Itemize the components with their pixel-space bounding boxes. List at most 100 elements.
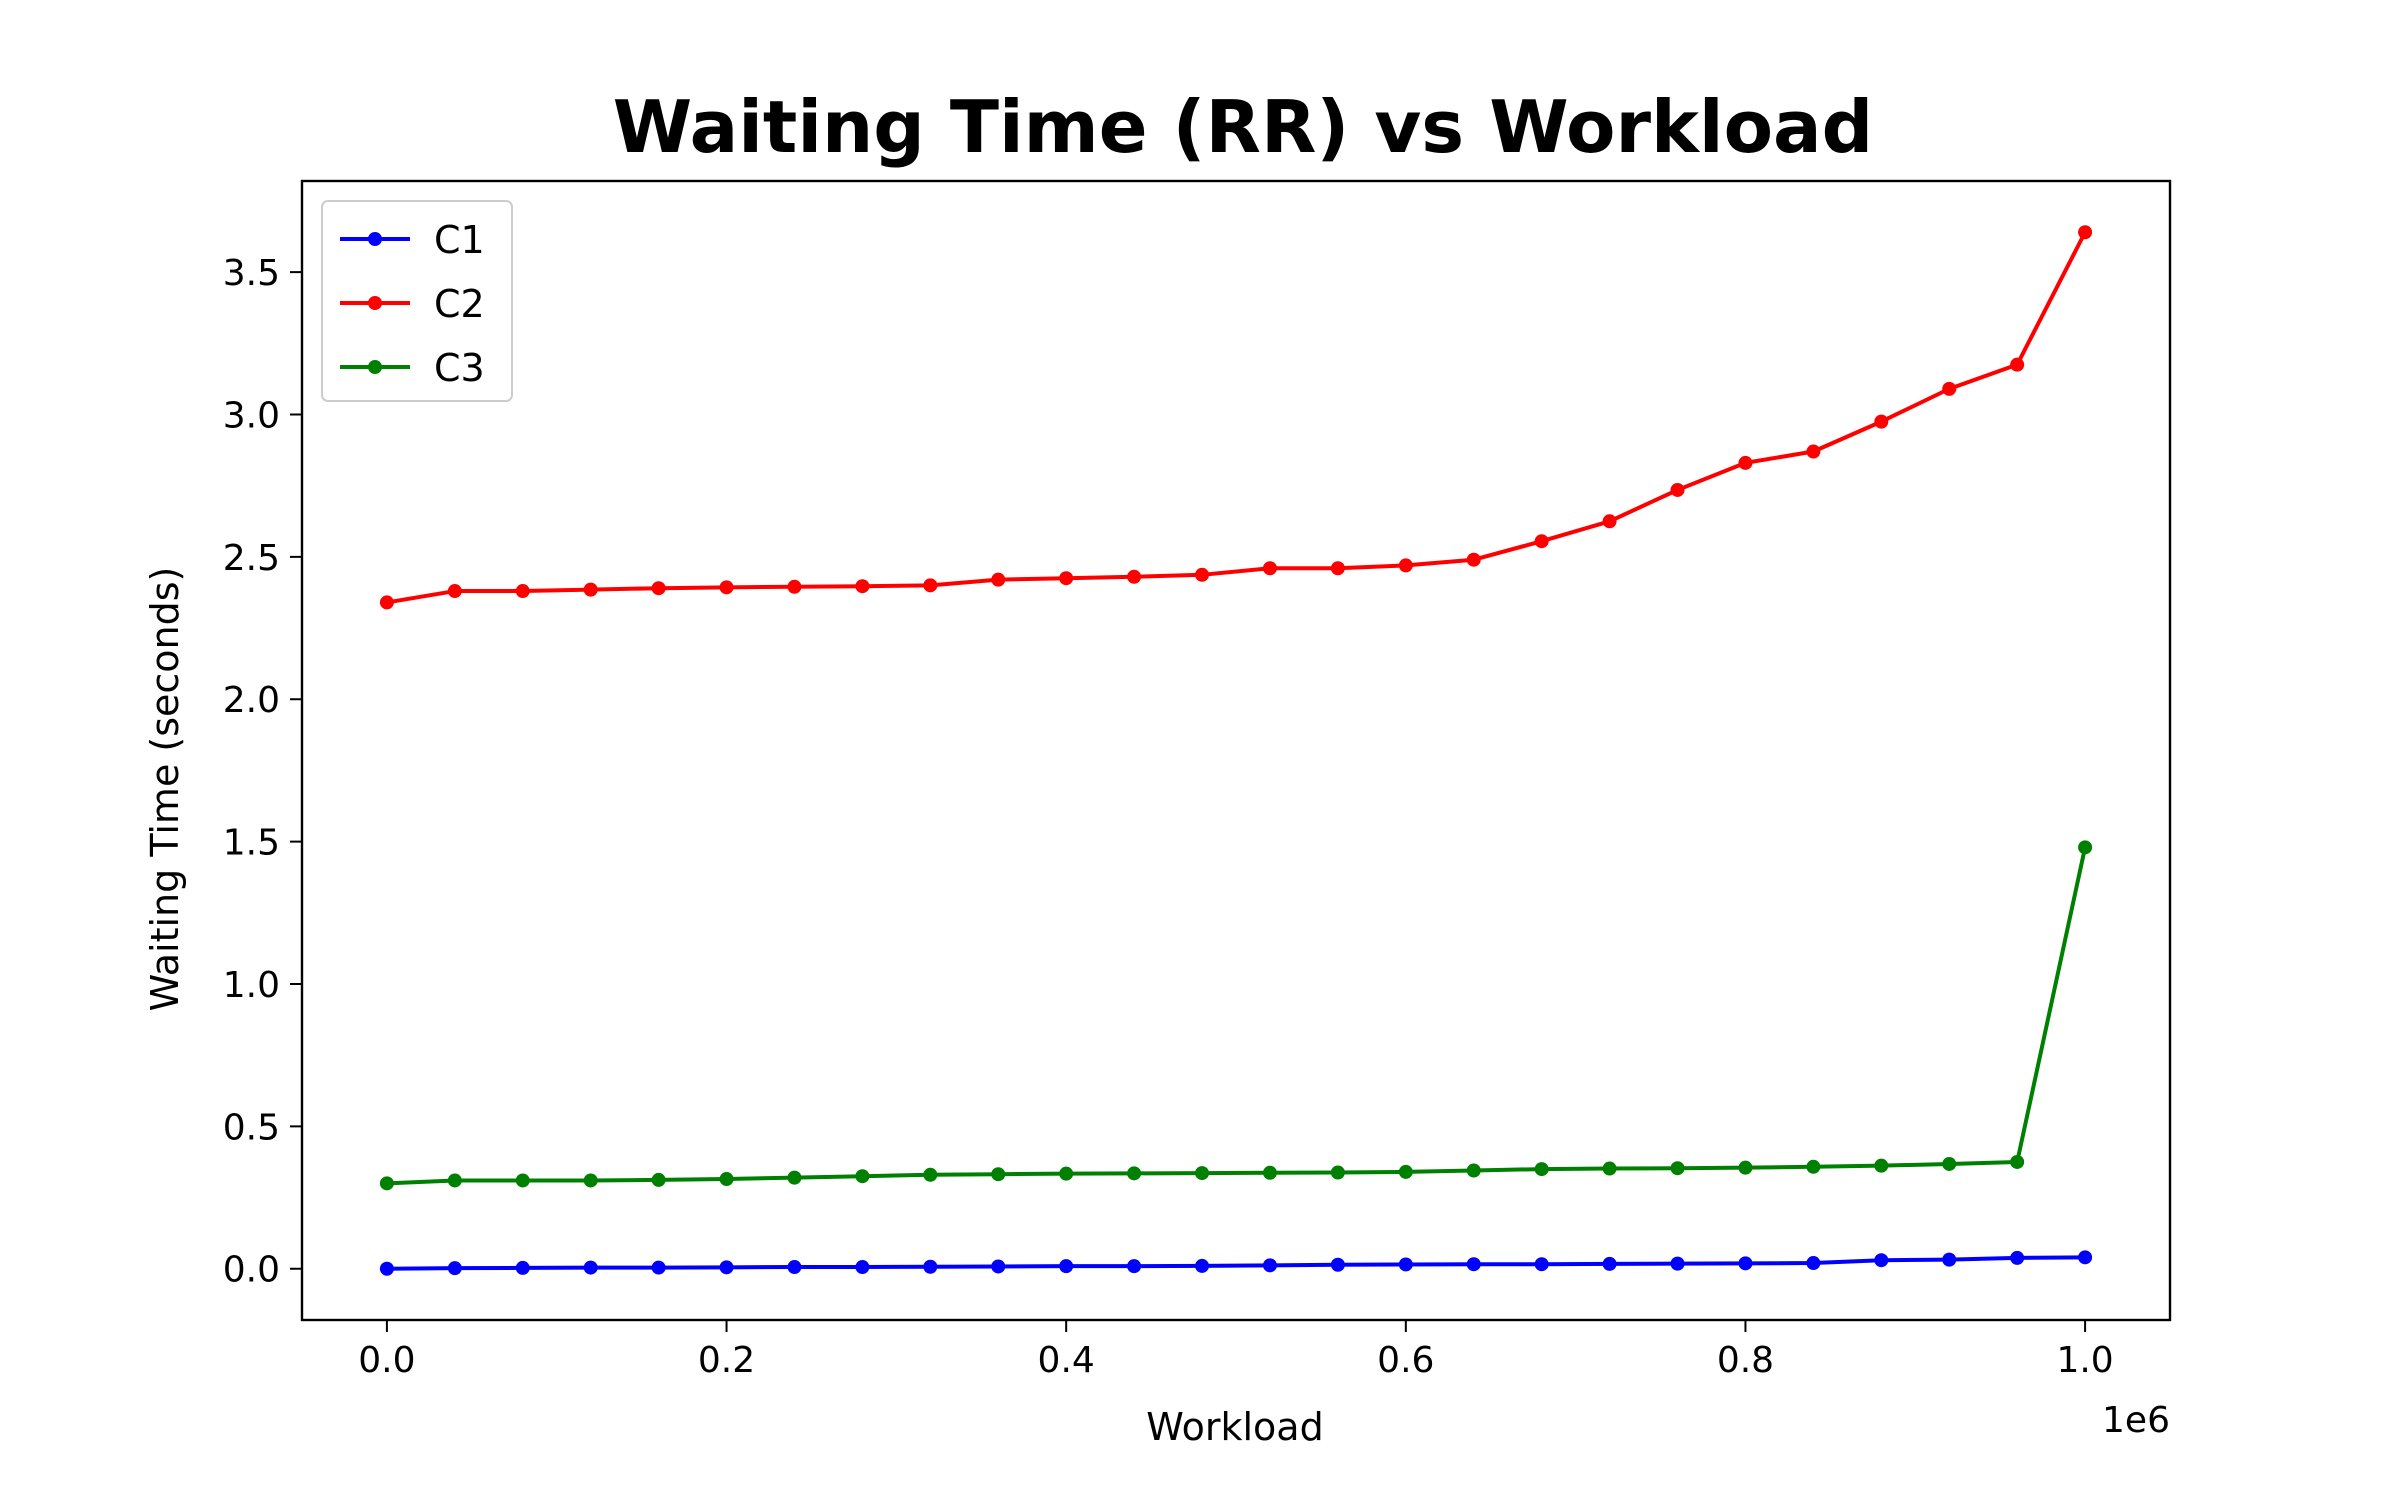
data-point-c2 bbox=[1059, 571, 1074, 586]
data-point-c1 bbox=[379, 1261, 394, 1276]
series-c1 bbox=[379, 1250, 2093, 1276]
data-point-c3 bbox=[719, 1172, 734, 1187]
data-point-c2 bbox=[1195, 567, 1210, 582]
data-point-c2 bbox=[1127, 569, 1142, 584]
data-point-c3 bbox=[991, 1167, 1006, 1182]
data-point-c2 bbox=[991, 572, 1006, 587]
data-point-c1 bbox=[1670, 1256, 1685, 1271]
data-point-c3 bbox=[1670, 1161, 1685, 1176]
x-tick-label: 0.4 bbox=[1038, 1340, 1095, 1381]
x-axis-label: Workload bbox=[1146, 1405, 1323, 1449]
legend-marker-c2 bbox=[368, 296, 382, 310]
data-point-c2 bbox=[1398, 558, 1413, 573]
data-point-c2 bbox=[2010, 357, 2025, 372]
data-point-c2 bbox=[651, 581, 666, 596]
legend-label-c2: C2 bbox=[434, 282, 485, 326]
data-point-c1 bbox=[1195, 1258, 1210, 1273]
data-point-c1 bbox=[855, 1260, 870, 1275]
y-axis-label: Waiting Time (seconds) bbox=[143, 567, 187, 1012]
y-tick-label: 0.0 bbox=[223, 1250, 280, 1291]
legend: C1 C2 C3 bbox=[321, 200, 513, 402]
data-point-c1 bbox=[1466, 1257, 1481, 1272]
data-point-c2 bbox=[1874, 414, 1889, 429]
plot-area: 0.0 0.2 0.4 0.6 0.8 1.0 0.0 0.5 1.0 1.5 2.0 2.5 3.0 3… bbox=[223, 179, 2172, 1381]
x-tick-label: 0.2 bbox=[698, 1340, 755, 1381]
y-tick-label: 2.5 bbox=[223, 538, 280, 579]
data-point-c1 bbox=[515, 1260, 530, 1275]
x-tick-label: 1.0 bbox=[2056, 1340, 2113, 1381]
legend-marker-c1 bbox=[368, 232, 382, 246]
data-point-c1 bbox=[1738, 1256, 1753, 1271]
data-point-c1 bbox=[651, 1260, 666, 1275]
y-tick-label: 0.5 bbox=[223, 1107, 280, 1148]
data-point-c1 bbox=[1398, 1257, 1413, 1272]
data-point-c3 bbox=[1466, 1163, 1481, 1178]
data-point-c2 bbox=[1262, 561, 1277, 576]
x-axis-offset-label: 1e6 bbox=[2102, 1400, 2170, 1441]
data-point-c2 bbox=[1670, 482, 1685, 497]
data-point-c2 bbox=[1466, 552, 1481, 567]
data-point-c3 bbox=[787, 1170, 802, 1185]
data-point-c3 bbox=[651, 1172, 666, 1187]
data-point-c3 bbox=[1534, 1162, 1549, 1177]
data-point-c2 bbox=[923, 578, 938, 593]
data-point-c3 bbox=[2078, 840, 2093, 855]
data-point-c2 bbox=[2078, 225, 2093, 240]
data-point-c3 bbox=[923, 1167, 938, 1182]
data-point-c3 bbox=[2010, 1154, 2025, 1169]
data-point-c1 bbox=[1534, 1257, 1549, 1272]
data-point-c3 bbox=[1738, 1160, 1753, 1175]
data-point-c2 bbox=[1942, 381, 1957, 396]
series-line-c2 bbox=[386, 231, 2087, 605]
series-c2 bbox=[379, 225, 2093, 610]
series-line-c1 bbox=[386, 1255, 2086, 1271]
data-point-c1 bbox=[923, 1259, 938, 1274]
data-point-c3 bbox=[1262, 1165, 1277, 1180]
data-point-c2 bbox=[1330, 561, 1345, 576]
data-point-c1 bbox=[1942, 1252, 1957, 1267]
x-tick-label: 0.0 bbox=[358, 1340, 415, 1381]
data-point-c2 bbox=[1806, 444, 1821, 459]
legend-frame bbox=[321, 200, 513, 402]
data-point-c2 bbox=[1602, 514, 1617, 529]
y-tick-label: 3.5 bbox=[223, 253, 280, 294]
chart-title: Waiting Time (RR) vs Workload bbox=[613, 85, 1873, 169]
legend-marker-c3 bbox=[368, 360, 382, 374]
data-point-c2 bbox=[787, 579, 802, 594]
data-point-c1 bbox=[1806, 1256, 1821, 1271]
data-point-c2 bbox=[379, 595, 394, 610]
data-point-c2 bbox=[719, 580, 734, 595]
data-point-c3 bbox=[1398, 1164, 1413, 1179]
y-tick-label: 1.0 bbox=[223, 965, 280, 1006]
data-point-c3 bbox=[379, 1176, 394, 1191]
data-point-c3 bbox=[1602, 1161, 1617, 1176]
x-tick-label: 0.8 bbox=[1717, 1340, 1774, 1381]
series-line-c3 bbox=[386, 846, 2088, 1186]
data-point-c1 bbox=[1874, 1253, 1889, 1268]
data-point-c1 bbox=[2078, 1250, 2093, 1265]
data-point-c1 bbox=[1059, 1259, 1074, 1274]
data-point-c3 bbox=[1874, 1158, 1889, 1173]
data-point-c1 bbox=[583, 1260, 598, 1275]
data-point-c3 bbox=[1059, 1166, 1074, 1181]
data-point-c1 bbox=[719, 1260, 734, 1275]
data-point-c2 bbox=[1738, 455, 1753, 470]
data-point-c1 bbox=[1602, 1256, 1617, 1271]
axes-frame bbox=[300, 179, 2172, 1322]
data-point-c2 bbox=[855, 579, 870, 594]
data-point-c3 bbox=[447, 1173, 462, 1188]
data-point-c2 bbox=[515, 584, 530, 599]
legend-label-c1: C1 bbox=[434, 218, 485, 262]
data-point-c2 bbox=[447, 584, 462, 599]
data-point-c2 bbox=[1534, 534, 1549, 549]
data-point-c1 bbox=[1262, 1258, 1277, 1273]
data-point-c3 bbox=[1806, 1159, 1821, 1174]
data-point-c3 bbox=[1195, 1166, 1210, 1181]
data-point-c3 bbox=[583, 1173, 598, 1188]
data-point-c1 bbox=[1330, 1257, 1345, 1272]
data-point-c1 bbox=[991, 1259, 1006, 1274]
series-c3 bbox=[379, 840, 2093, 1191]
data-point-c2 bbox=[583, 582, 598, 597]
data-point-c3 bbox=[1330, 1165, 1345, 1180]
